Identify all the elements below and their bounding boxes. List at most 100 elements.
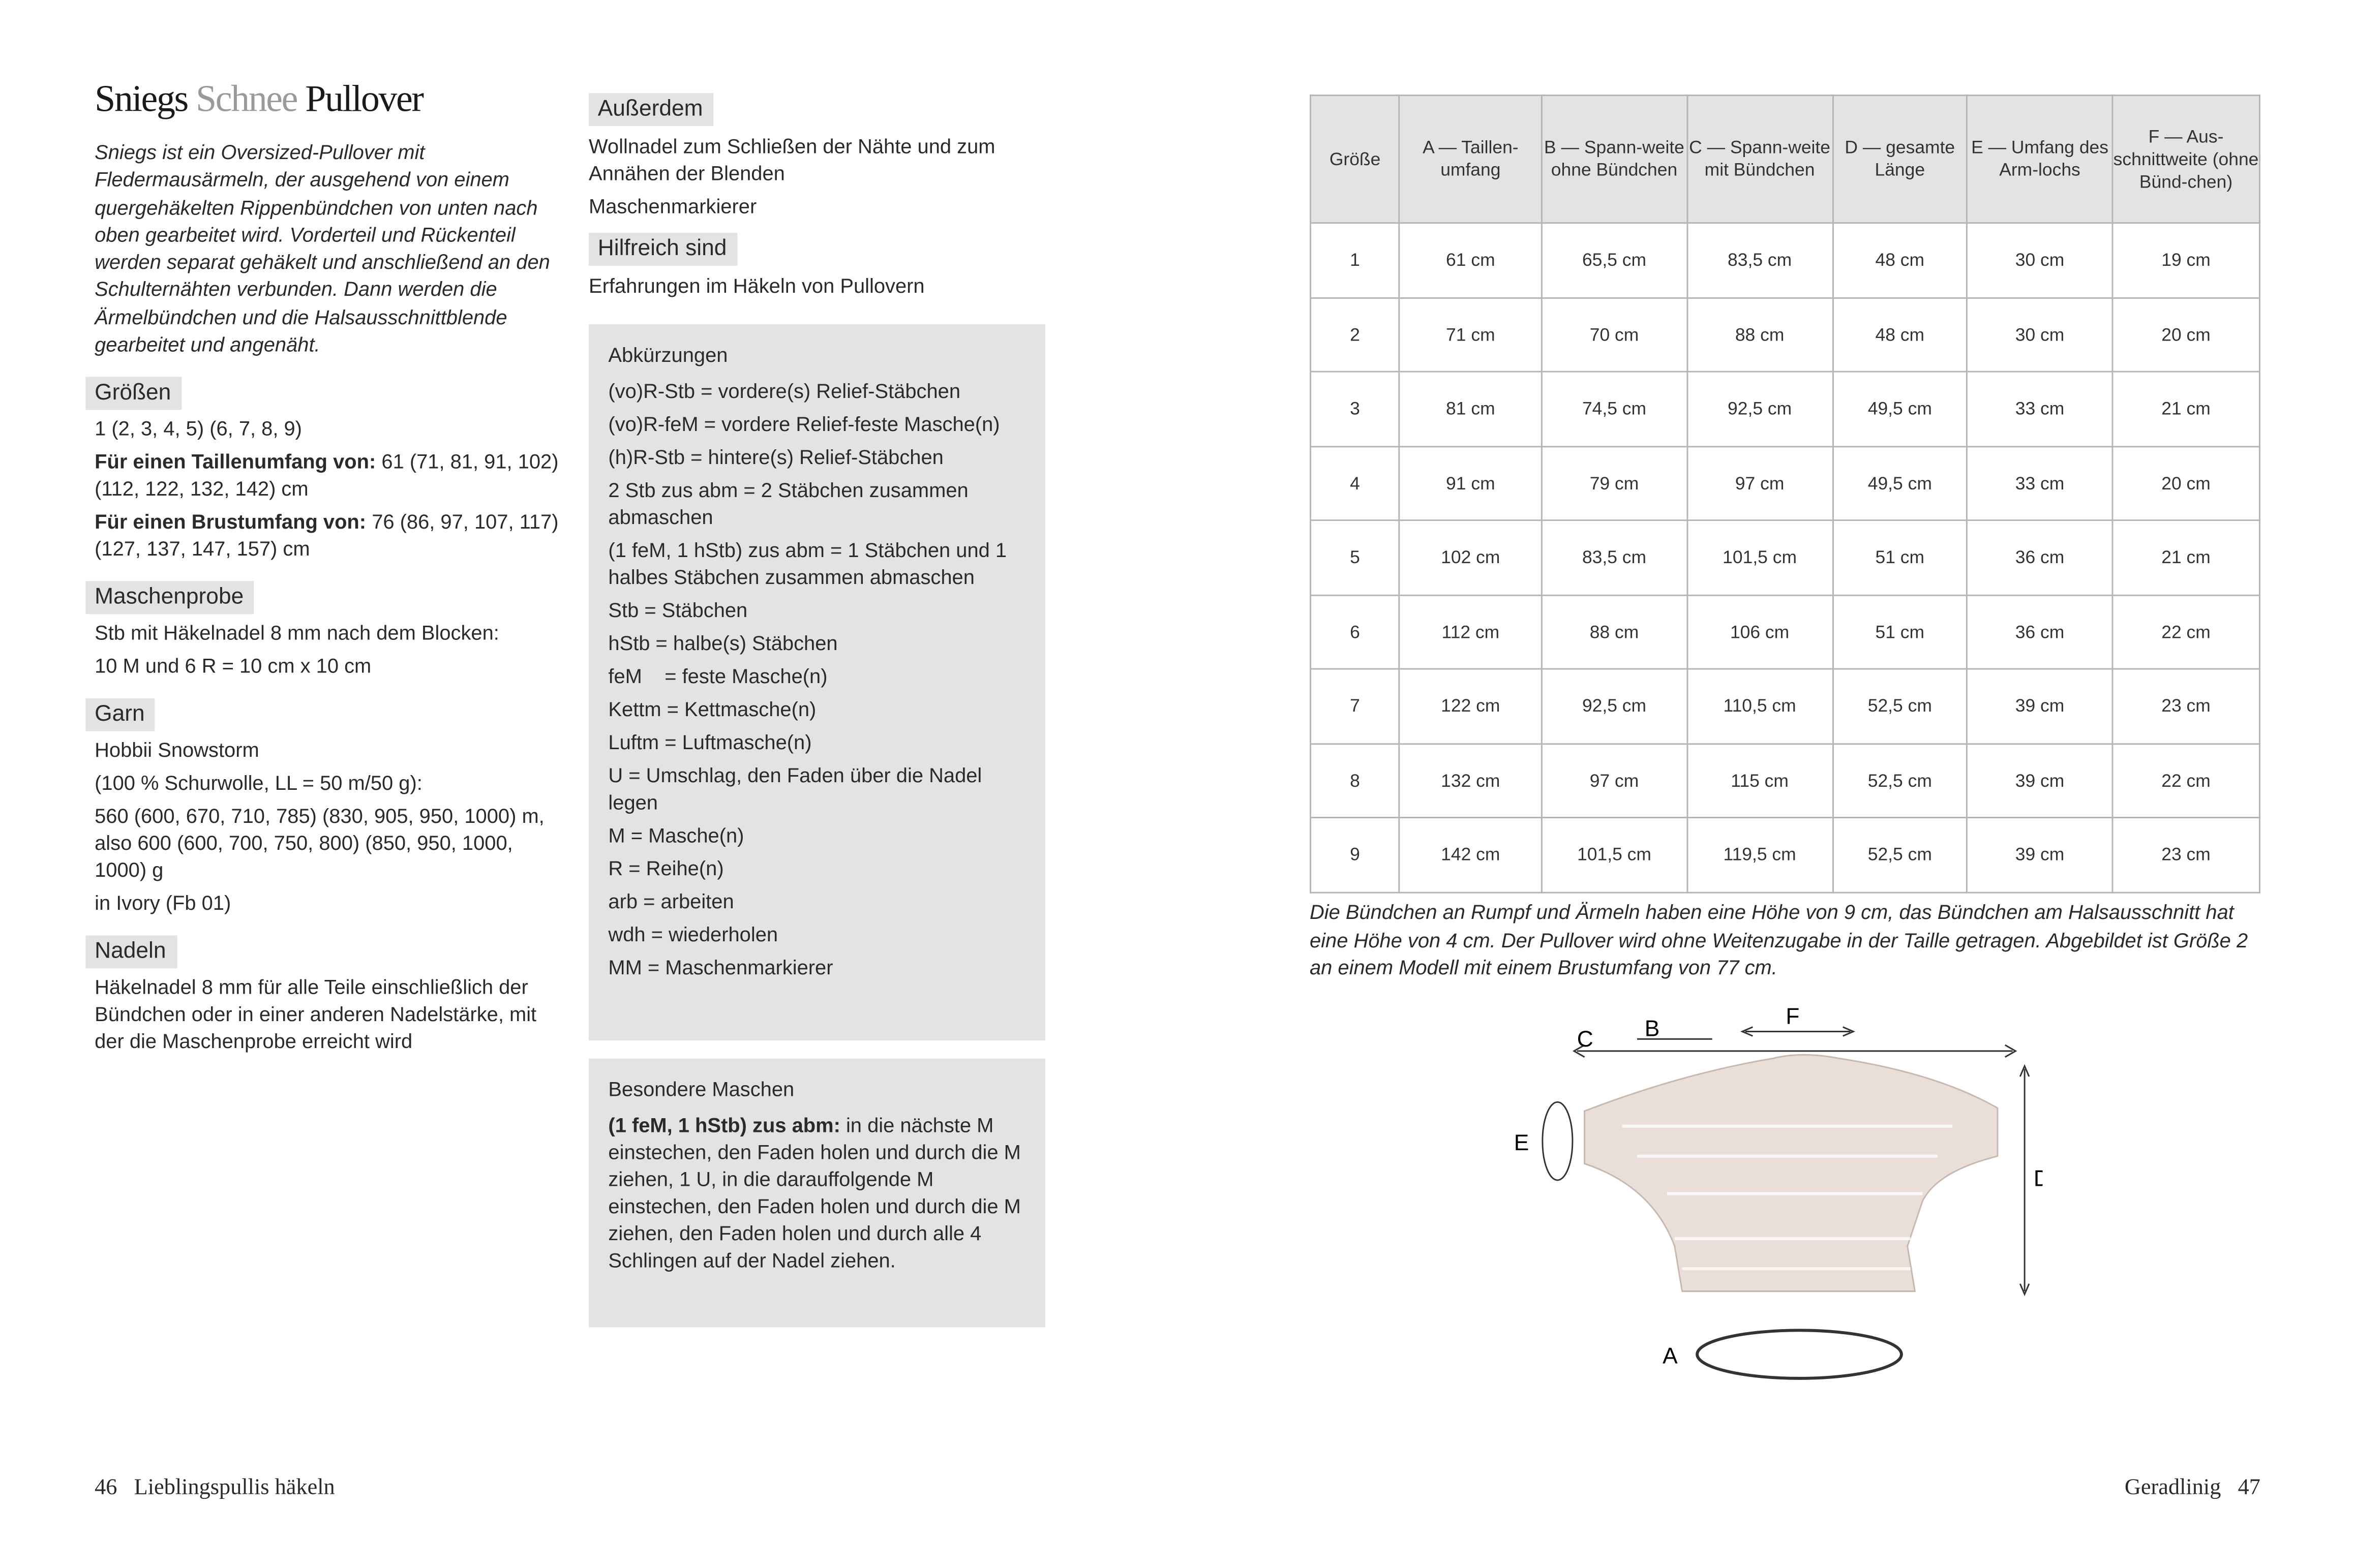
pullover-sketch: C B F E D A [1514, 1004, 2043, 1380]
page-title: Sniegs Schnee Pullover [95, 81, 424, 119]
table-cell: 2 [1309, 296, 1401, 373]
table-cell: 70 cm [1541, 296, 1688, 373]
table-cell: 122 cm [1399, 668, 1543, 744]
table-cell: 97 cm [1541, 742, 1688, 818]
table-cell: 39 cm [1966, 817, 2114, 893]
middle-column: Außerdem Wollnadel zum Schließen der Näh… [589, 93, 1046, 1328]
table-cell: 4 [1309, 445, 1401, 521]
abbreviation-item: hStb = halbe(s) Stäbchen [608, 632, 838, 655]
footer-left: 46 Lieblingspullis häkeln [95, 1474, 335, 1501]
table-cell: 21 cm [2111, 371, 2260, 447]
heading-hilfreich: Hilfreich sind [589, 232, 738, 266]
table-cell: 91 cm [1399, 445, 1543, 521]
yarn-line: Hobbii Snowstorm [95, 739, 259, 762]
column-header: D — gesamte Länge [1831, 95, 1968, 224]
abbreviation-item: Kettm = Kettmasche(n) [608, 698, 817, 721]
taille-text: Für einen Taillenumfang von: 61 (71, 81,… [95, 449, 560, 503]
table-cell: 6 [1309, 594, 1401, 670]
table-cell: 33 cm [1966, 371, 2114, 447]
title-word-gray: Schnee [196, 79, 298, 120]
table-cell: 92,5 cm [1541, 668, 1688, 744]
running-title: Geradlinig [2124, 1475, 2221, 1500]
table-cell: 74,5 cm [1541, 371, 1688, 447]
table-row: 3 81 cm 74,5 cm 92,5 cm 49,5 cm 33 cm 21 cm [1309, 371, 2260, 447]
abbreviation-item: 2 Stb zus abm = 2 Stäbchen zusammen abma… [608, 479, 974, 529]
brust-text: Für einen Brustumfang von: 76 (86, 97, 1… [95, 510, 560, 564]
table-cell: 20 cm [2111, 445, 2260, 521]
column-header: E — Umfang des Arm-lochs [1966, 95, 2114, 224]
abbreviation-item: U = Umschlag, den Faden über die Nadel l… [608, 764, 988, 814]
heading-garn: Garn [85, 698, 156, 732]
table-cell: 3 [1309, 371, 1401, 447]
table-cell: 52,5 cm [1831, 668, 1968, 744]
abbreviation-item: MM = Maschenmarkierer [608, 956, 833, 979]
table-cell: 51 cm [1831, 594, 1968, 670]
table-row: 4 91 cm 79 cm 97 cm 49,5 cm 33 cm 20 cm [1309, 445, 2260, 521]
footer-right: Geradlinig 47 [2125, 1474, 2260, 1501]
taille-label: Für einen Taillenumfang von: [95, 451, 376, 474]
table-cell: 52,5 cm [1831, 817, 1968, 893]
intro-text: Sniegs ist ein Oversized-Pullover mit Fl… [95, 141, 550, 356]
label-e: E [1514, 1130, 1529, 1155]
needles-text: Häkelnadel 8 mm für alle Teile einschlie… [95, 976, 537, 1053]
gauge-line: Stb mit Häkelnadel 8 mm nach dem Blocken… [95, 622, 499, 645]
table-cell: 61 cm [1399, 222, 1543, 298]
table-cell: 142 cm [1399, 817, 1543, 893]
table-cell: 33 cm [1966, 445, 2114, 521]
table-cell: 88 cm [1686, 296, 1833, 373]
table-cell: 21 cm [2111, 519, 2260, 596]
table-cell: 92,5 cm [1686, 371, 1833, 447]
table-cell: 49,5 cm [1831, 371, 1968, 447]
table-cell: 101,5 cm [1686, 519, 1833, 596]
heading-nadeln: Nadeln [85, 936, 177, 969]
column-header: A — Taillen-umfang [1399, 95, 1543, 224]
table-cell: 30 cm [1966, 296, 2114, 373]
page-number: 46 [95, 1475, 117, 1500]
table-cell: 22 cm [2111, 594, 2260, 670]
column-header: B — Spann-weite ohne Bündchen [1541, 95, 1688, 224]
heading-maschenprobe: Maschenprobe [85, 581, 254, 615]
abbreviations-heading: Abkürzungen [608, 344, 728, 366]
table-cell: 36 cm [1966, 519, 2114, 596]
abbreviation-item: (h)R-Stb = hintere(s) Relief-Stäbchen [608, 446, 944, 469]
table-cell: 101,5 cm [1541, 817, 1688, 893]
label-b: B [1645, 1016, 1660, 1041]
heading-groessen: Größen [85, 377, 182, 411]
table-cell: 48 cm [1831, 296, 1968, 373]
table-cell: 112 cm [1399, 594, 1543, 670]
abbreviation-item: arb = arbeiten [608, 890, 734, 913]
table-row: 9 142 cm 101,5 cm 119,5 cm 52,5 cm 39 cm 23 cm [1309, 817, 2260, 893]
pullover-drawing [1584, 1054, 1999, 1293]
table-cell: 97 cm [1686, 445, 1833, 521]
heading-ausserdem: Außerdem [589, 93, 714, 127]
table-cell: 102 cm [1399, 519, 1543, 596]
notions-line: Maschenmarkierer [589, 195, 757, 218]
table-caption: Die Bündchen an Rumpf und Ärmeln haben e… [1309, 901, 2248, 979]
table-cell: 7 [1309, 668, 1401, 744]
taille-values: 61 (71, 81, 91, 102) (112, 122, 132, 142… [95, 451, 559, 501]
table-cell: 65,5 cm [1541, 222, 1688, 298]
table-cell: 8 [1309, 742, 1401, 818]
table-cell: 79 cm [1541, 445, 1688, 521]
table-cell: 52,5 cm [1831, 742, 1968, 818]
table-cell: 48 cm [1831, 222, 1968, 298]
table-cell: 1 [1309, 222, 1401, 298]
table-cell: 9 [1309, 817, 1401, 893]
left-column: Sniegs ist ein Oversized-Pullover mit Fl… [85, 140, 560, 1062]
special-stitch-text: (1 feM, 1 hStb) zus abm: in die nächste … [608, 1113, 1025, 1275]
label-c: C [1577, 1027, 1593, 1052]
table-cell: 22 cm [2111, 742, 2260, 818]
yarn-line: in Ivory (Fb 01) [95, 892, 231, 915]
table-cell: 119,5 cm [1686, 817, 1833, 893]
table-row: 2 71 cm 70 cm 88 cm 48 cm 30 cm 20 cm [1309, 296, 2260, 373]
table-cell: 81 cm [1399, 371, 1543, 447]
abbreviation-item: (1 feM, 1 hStb) zus abm = 1 Stäbchen und… [608, 539, 1013, 589]
abbreviation-item: wdh = wiederholen [608, 923, 778, 946]
table-row: 1 61 cm 65,5 cm 83,5 cm 48 cm 30 cm 19 cm [1309, 222, 2260, 298]
special-stitches-box: Besondere Maschen (1 feM, 1 hStb) zus ab… [589, 1058, 1046, 1328]
running-title: Lieblingspullis häkeln [134, 1475, 335, 1500]
table-cell: 39 cm [1966, 668, 2114, 744]
brust-label: Für einen Brustumfang von: [95, 511, 367, 534]
size-table: Größe A — Taillen-umfang B — Spann-weite o… [1309, 95, 2260, 893]
